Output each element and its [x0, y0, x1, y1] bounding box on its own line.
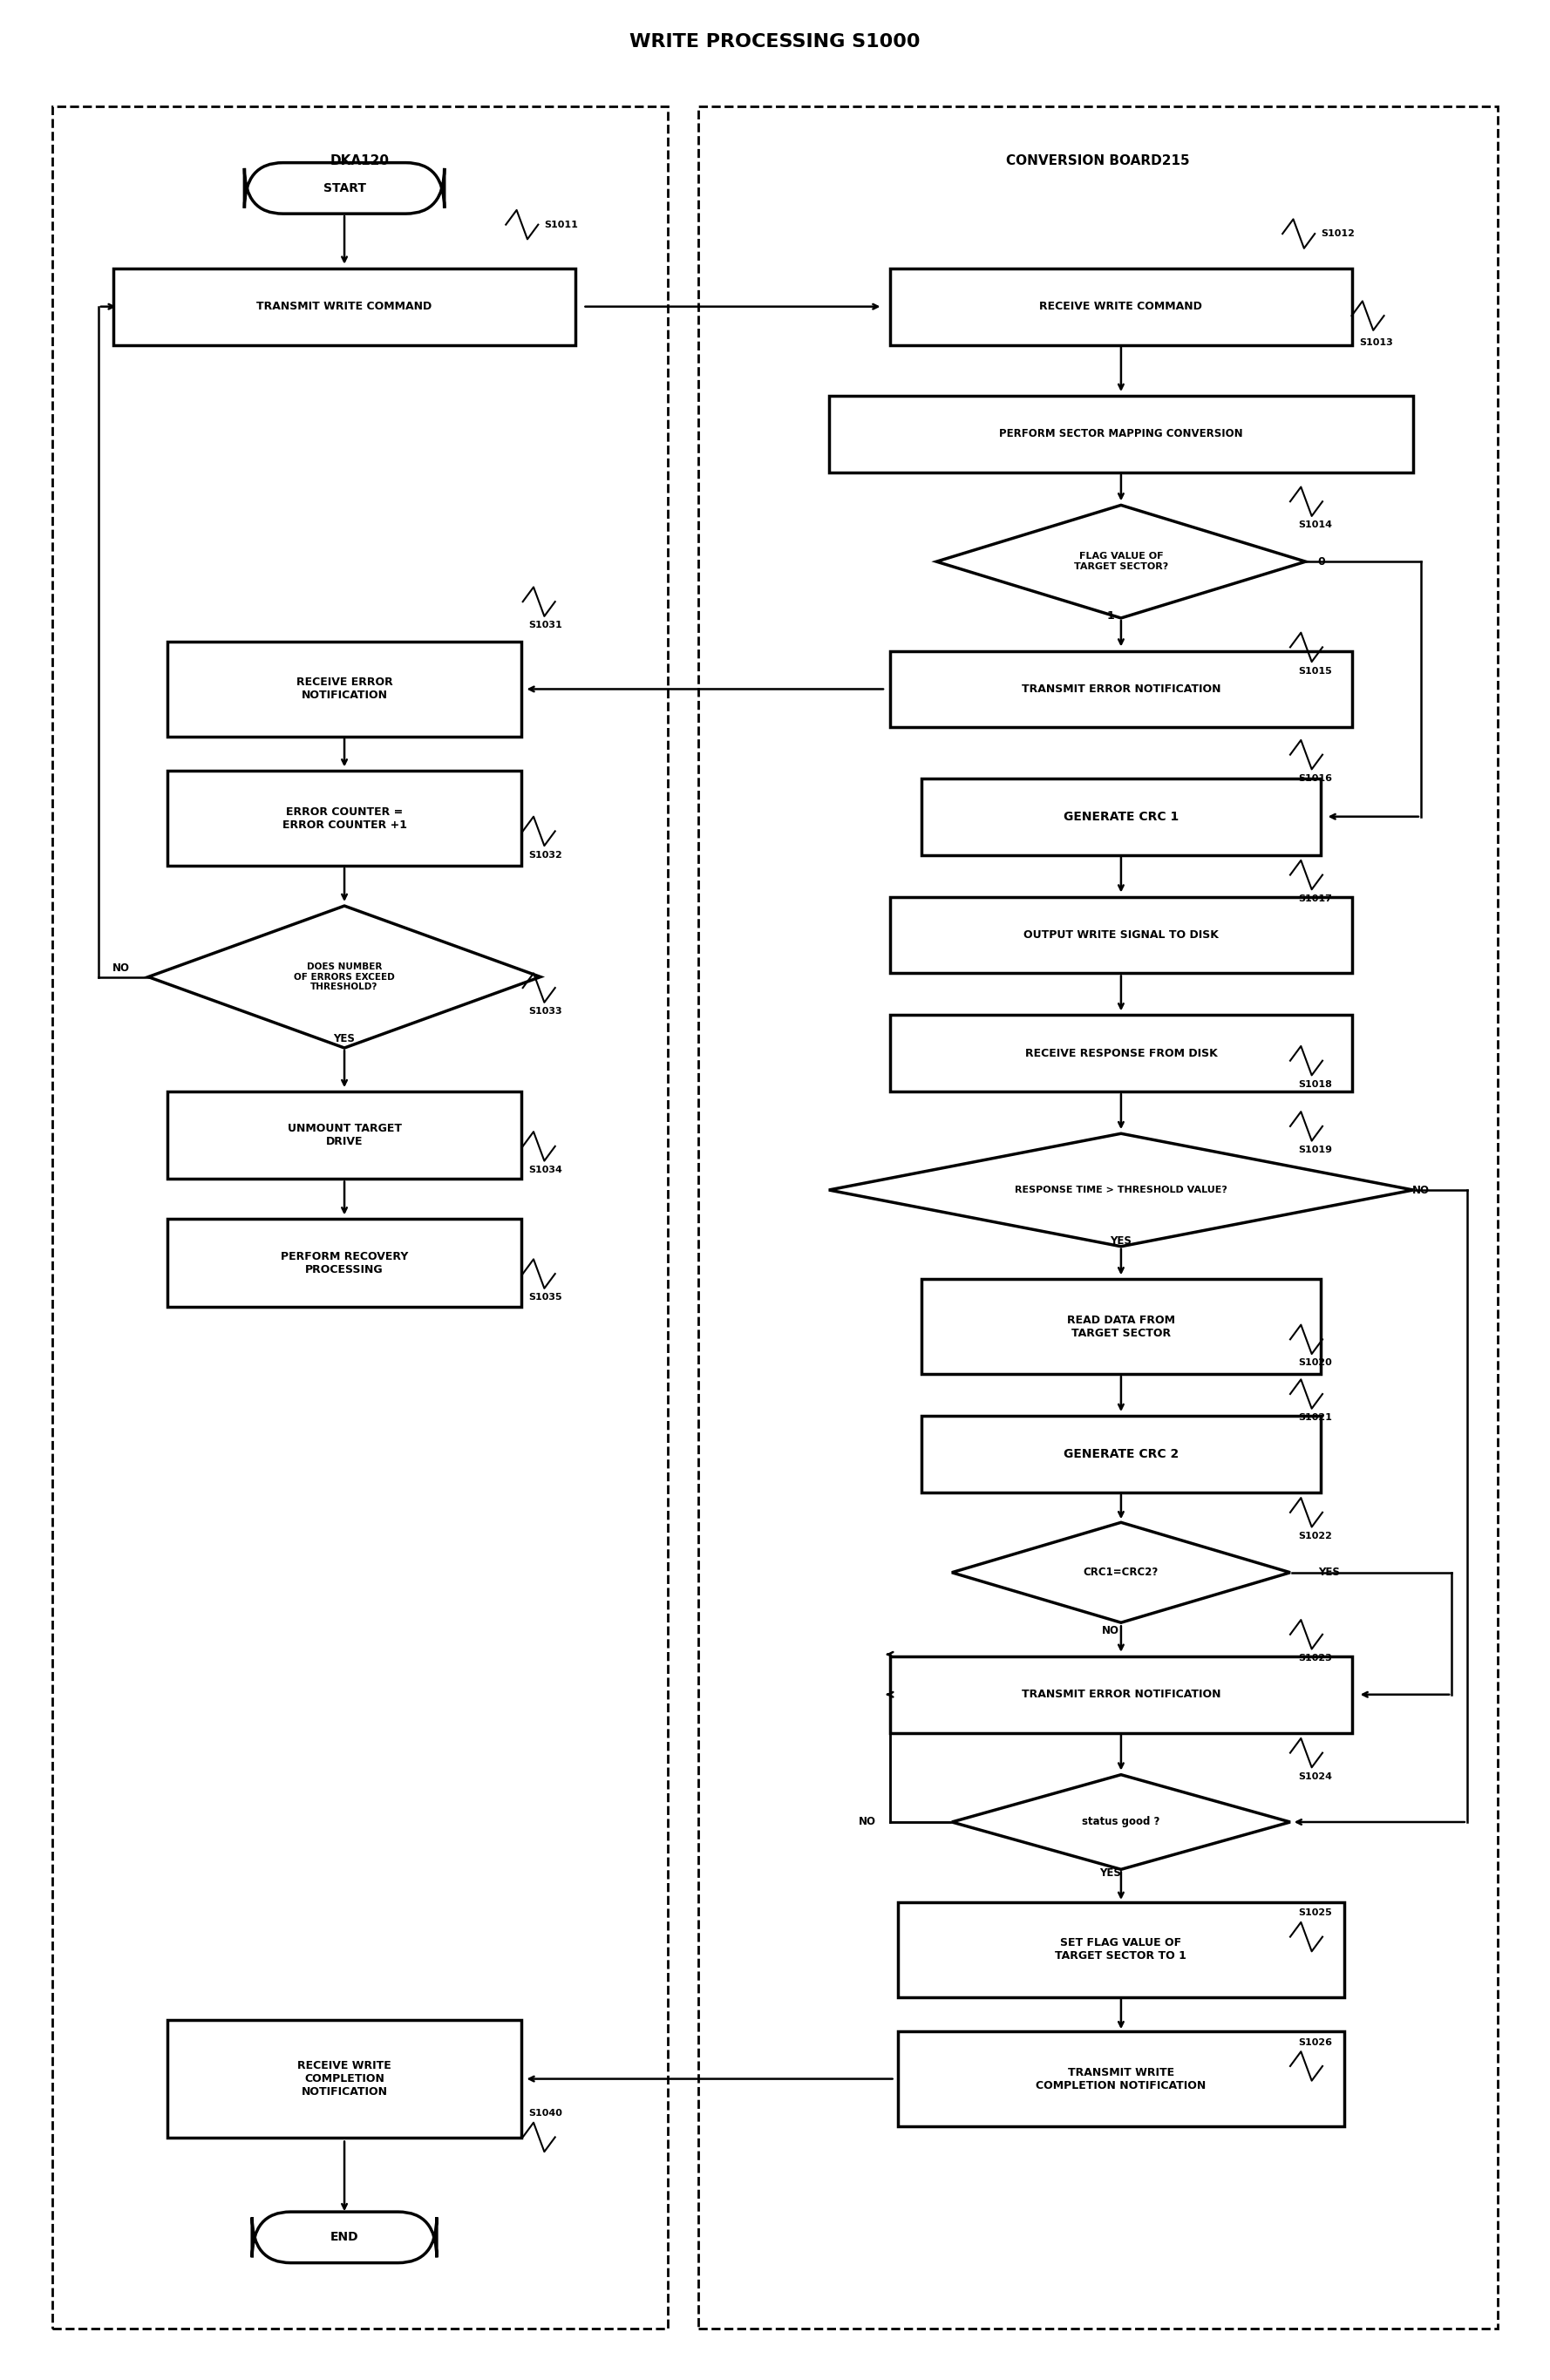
Text: 0: 0	[1318, 557, 1325, 566]
Text: RESPONSE TIME > THRESHOLD VALUE?: RESPONSE TIME > THRESHOLD VALUE?	[1015, 1185, 1228, 1195]
FancyBboxPatch shape	[113, 269, 575, 345]
Text: RECEIVE ERROR
NOTIFICATION: RECEIVE ERROR NOTIFICATION	[296, 676, 392, 702]
Text: S1013: S1013	[1359, 338, 1393, 347]
Text: S1015: S1015	[1297, 666, 1331, 676]
FancyBboxPatch shape	[921, 778, 1321, 854]
Text: S1018: S1018	[1297, 1081, 1331, 1088]
FancyBboxPatch shape	[890, 897, 1352, 973]
Text: status good ?: status good ?	[1082, 1816, 1159, 1828]
FancyBboxPatch shape	[167, 1092, 521, 1178]
Text: S1035: S1035	[529, 1292, 563, 1302]
FancyBboxPatch shape	[829, 395, 1414, 471]
Text: WRITE PROCESSING S1000: WRITE PROCESSING S1000	[629, 33, 921, 50]
Polygon shape	[829, 1133, 1414, 1247]
FancyBboxPatch shape	[921, 1280, 1321, 1373]
Text: S1032: S1032	[529, 850, 563, 859]
Text: NO: NO	[859, 1816, 876, 1828]
Text: S1031: S1031	[529, 621, 563, 631]
Text: YES: YES	[1318, 1566, 1339, 1578]
Text: DKA120: DKA120	[330, 155, 389, 167]
Text: END: END	[330, 2230, 358, 2244]
Text: GENERATE CRC 2: GENERATE CRC 2	[1063, 1447, 1178, 1461]
Text: YES: YES	[333, 1033, 355, 1045]
FancyBboxPatch shape	[890, 1016, 1352, 1092]
Text: S1011: S1011	[544, 221, 578, 228]
Text: RECEIVE WRITE
COMPLETION
NOTIFICATION: RECEIVE WRITE COMPLETION NOTIFICATION	[298, 2061, 391, 2097]
Text: S1034: S1034	[529, 1166, 563, 1173]
Text: NO: NO	[1412, 1185, 1429, 1195]
Text: S1025: S1025	[1297, 1909, 1331, 1918]
Text: S1026: S1026	[1297, 2037, 1331, 2047]
Text: YES: YES	[1110, 1235, 1132, 1247]
Text: S1012: S1012	[1321, 228, 1355, 238]
Text: PERFORM RECOVERY
PROCESSING: PERFORM RECOVERY PROCESSING	[281, 1250, 408, 1276]
Text: ERROR COUNTER =
ERROR COUNTER +1: ERROR COUNTER = ERROR COUNTER +1	[282, 807, 406, 831]
Text: UNMOUNT TARGET
DRIVE: UNMOUNT TARGET DRIVE	[287, 1123, 401, 1147]
Text: S1040: S1040	[529, 2109, 563, 2118]
FancyBboxPatch shape	[253, 2211, 437, 2263]
Text: RECEIVE WRITE COMMAND: RECEIVE WRITE COMMAND	[1040, 300, 1203, 312]
Text: FLAG VALUE OF
TARGET SECTOR?: FLAG VALUE OF TARGET SECTOR?	[1074, 552, 1169, 571]
Text: TRANSMIT ERROR NOTIFICATION: TRANSMIT ERROR NOTIFICATION	[1021, 683, 1221, 695]
FancyBboxPatch shape	[167, 2021, 521, 2137]
Text: NO: NO	[1102, 1626, 1119, 1637]
Text: S1014: S1014	[1297, 521, 1331, 528]
Text: S1016: S1016	[1297, 774, 1331, 783]
Text: S1017: S1017	[1297, 895, 1331, 902]
FancyBboxPatch shape	[890, 269, 1352, 345]
Text: RECEIVE RESPONSE FROM DISK: RECEIVE RESPONSE FROM DISK	[1025, 1047, 1217, 1059]
Text: S1021: S1021	[1297, 1414, 1331, 1421]
Text: READ DATA FROM
TARGET SECTOR: READ DATA FROM TARGET SECTOR	[1066, 1314, 1175, 1340]
FancyBboxPatch shape	[245, 162, 445, 214]
Text: 1: 1	[1107, 612, 1114, 621]
Text: START: START	[322, 183, 366, 195]
FancyBboxPatch shape	[897, 2033, 1344, 2125]
Text: TRANSMIT WRITE
COMPLETION NOTIFICATION: TRANSMIT WRITE COMPLETION NOTIFICATION	[1035, 2066, 1206, 2092]
Text: S1022: S1022	[1297, 1533, 1331, 1540]
FancyBboxPatch shape	[897, 1902, 1344, 1997]
Text: S1019: S1019	[1297, 1145, 1331, 1154]
Text: YES: YES	[1099, 1868, 1121, 1878]
FancyBboxPatch shape	[698, 107, 1497, 2328]
Text: SET FLAG VALUE OF
TARGET SECTOR TO 1: SET FLAG VALUE OF TARGET SECTOR TO 1	[1056, 1937, 1187, 1961]
FancyBboxPatch shape	[890, 1656, 1352, 1733]
FancyBboxPatch shape	[167, 643, 521, 735]
Text: DOES NUMBER
OF ERRORS EXCEED
THRESHOLD?: DOES NUMBER OF ERRORS EXCEED THRESHOLD?	[294, 962, 395, 992]
Text: PERFORM SECTOR MAPPING CONVERSION: PERFORM SECTOR MAPPING CONVERSION	[1000, 428, 1243, 440]
FancyBboxPatch shape	[167, 1219, 521, 1307]
FancyBboxPatch shape	[890, 650, 1352, 728]
FancyBboxPatch shape	[921, 1416, 1321, 1492]
Text: S1023: S1023	[1297, 1654, 1331, 1664]
Polygon shape	[149, 907, 541, 1047]
Text: TRANSMIT ERROR NOTIFICATION: TRANSMIT ERROR NOTIFICATION	[1021, 1690, 1221, 1699]
FancyBboxPatch shape	[167, 771, 521, 866]
Polygon shape	[952, 1523, 1290, 1623]
Text: S1024: S1024	[1297, 1773, 1331, 1780]
Polygon shape	[952, 1775, 1290, 1868]
Text: S1020: S1020	[1297, 1359, 1331, 1368]
Text: CONVERSION BOARD215: CONVERSION BOARD215	[1006, 155, 1190, 167]
Text: S1033: S1033	[529, 1007, 563, 1016]
Text: GENERATE CRC 1: GENERATE CRC 1	[1063, 812, 1178, 823]
Text: TRANSMIT WRITE COMMAND: TRANSMIT WRITE COMMAND	[257, 300, 432, 312]
Text: OUTPUT WRITE SIGNAL TO DISK: OUTPUT WRITE SIGNAL TO DISK	[1023, 928, 1218, 940]
Text: CRC1=CRC2?: CRC1=CRC2?	[1083, 1566, 1158, 1578]
Text: NO: NO	[113, 962, 130, 973]
Polygon shape	[936, 505, 1305, 619]
FancyBboxPatch shape	[53, 107, 668, 2328]
